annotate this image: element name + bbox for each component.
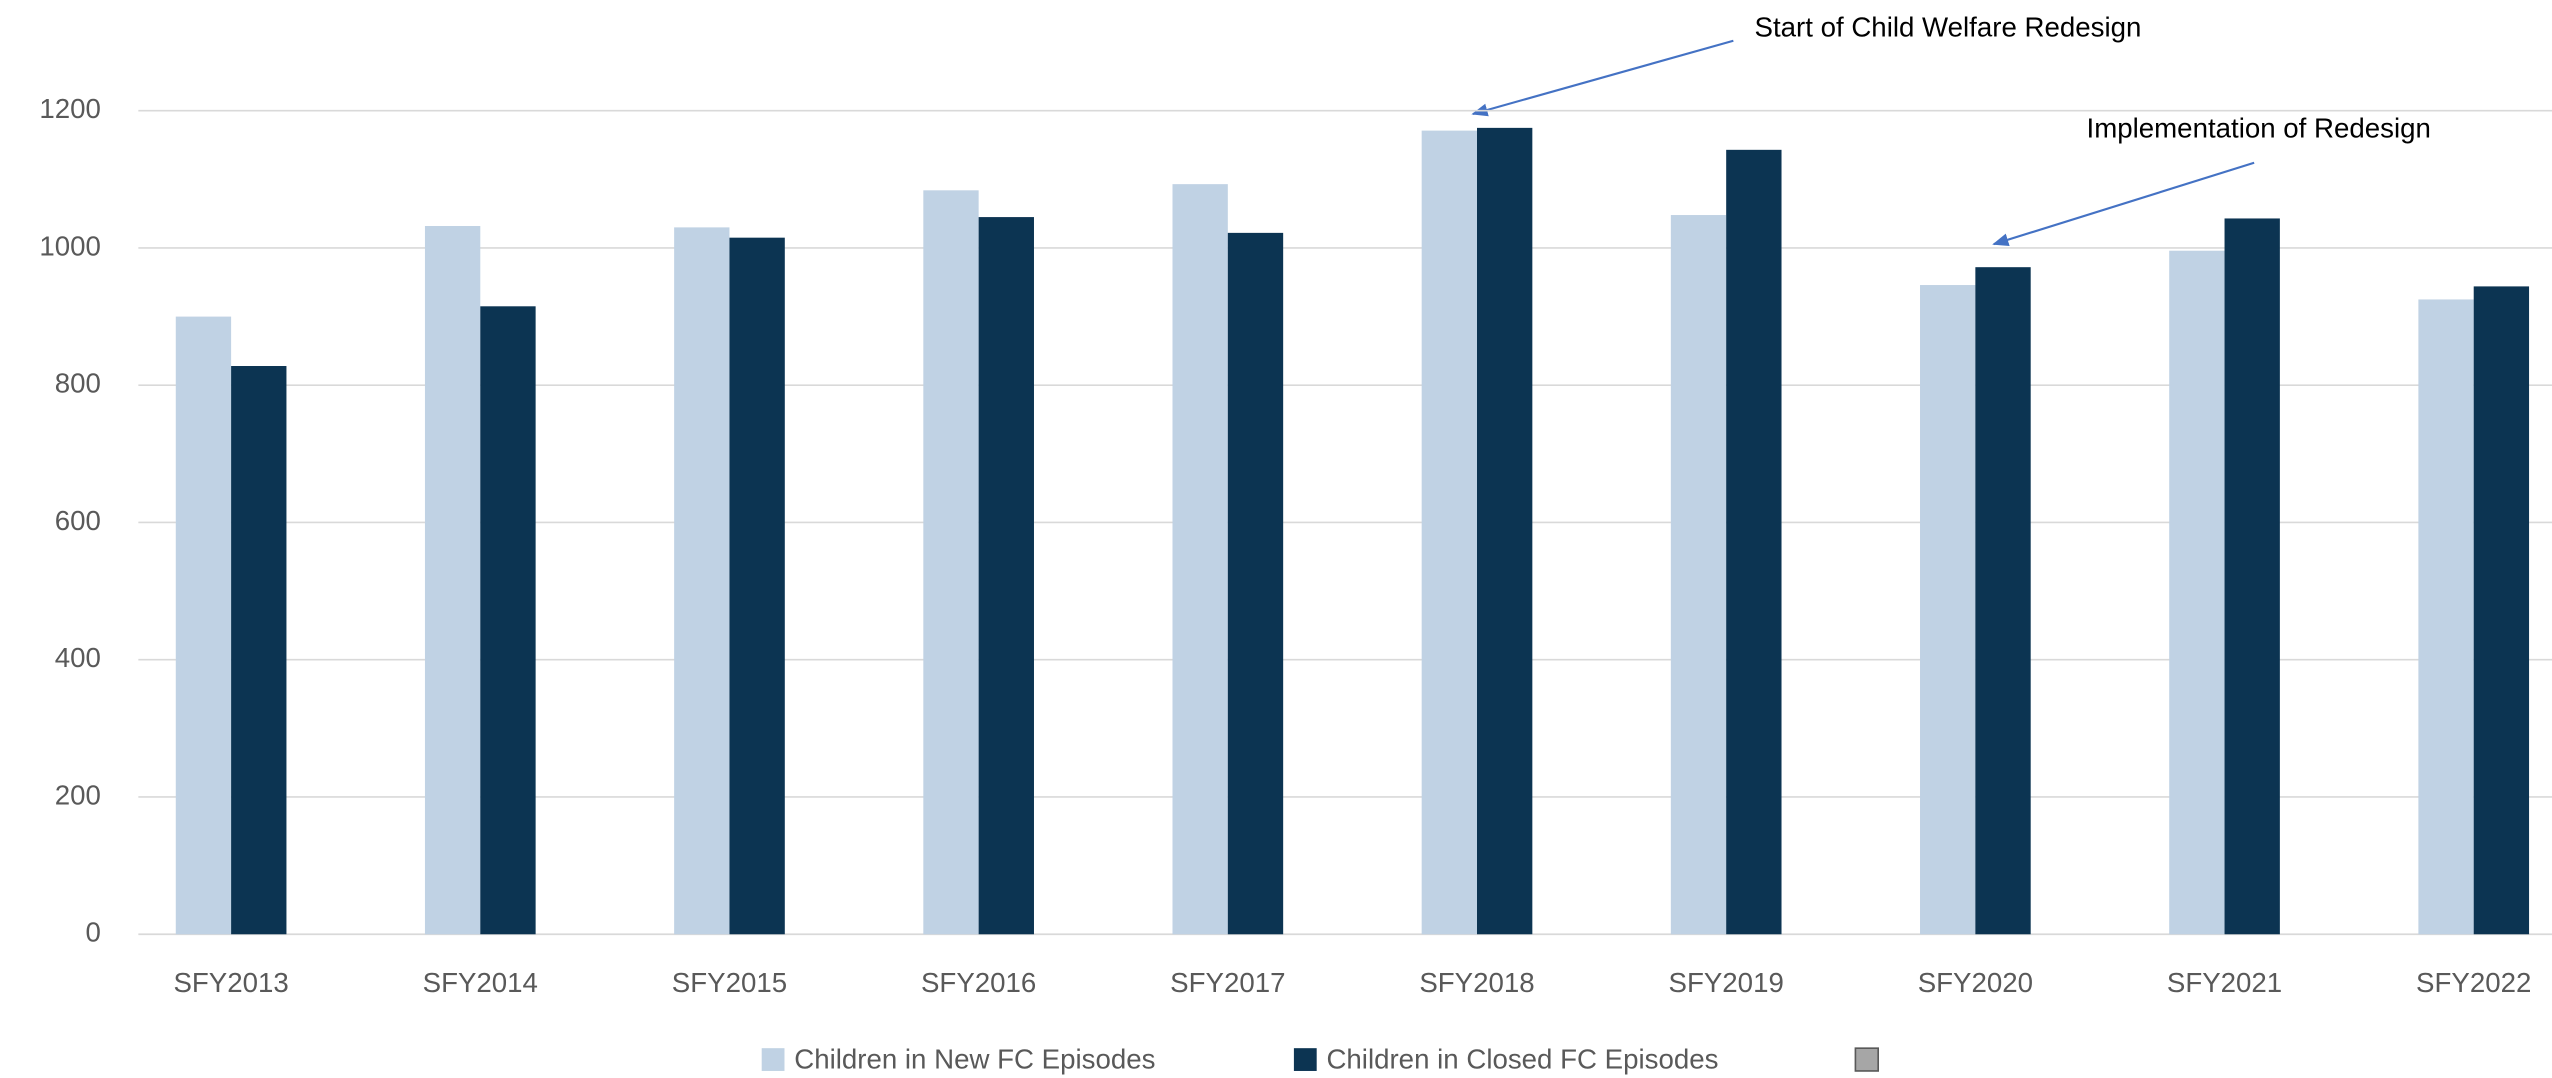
y-tick-label: 1200 (39, 93, 101, 124)
x-tick-label: SFY2016 (921, 967, 1036, 998)
x-tick-label: SFY2021 (2167, 967, 2282, 998)
bar (1477, 127, 1533, 935)
x-tick-label: SFY2020 (1918, 967, 2033, 998)
y-tick-label: 600 (55, 505, 101, 536)
bar (1227, 232, 1284, 935)
bar (1172, 184, 1228, 935)
legend-swatch (1293, 1048, 1317, 1071)
bar (175, 316, 232, 935)
x-tick-label: SFY2013 (173, 967, 288, 998)
legend-label: Children in New FC Episodes (794, 1044, 1155, 1075)
x-tick-label: SFY2022 (2416, 967, 2531, 998)
bar (1421, 130, 1478, 935)
annotation: Start of Child Welfare Redesign (1755, 12, 2142, 43)
y-tick-label: 400 (55, 642, 101, 673)
legend-swatch (761, 1048, 785, 1071)
bar (2473, 286, 2530, 935)
legend-swatch (1854, 1047, 1880, 1072)
bar (1726, 149, 1782, 935)
x-tick-label: SFY2018 (1419, 967, 1534, 998)
x-tick-label: SFY2017 (1170, 967, 1285, 998)
y-tick-label: 800 (55, 368, 101, 399)
bar (480, 306, 536, 935)
bar (1975, 267, 2031, 935)
bar (923, 190, 979, 935)
bar (978, 217, 1034, 935)
bar (2224, 218, 2280, 935)
bar (424, 226, 481, 935)
annotation: Implementation of Redesign (2087, 113, 2431, 144)
x-tick-label: SFY2014 (423, 967, 538, 998)
bar (729, 237, 785, 935)
bar (1670, 215, 1727, 935)
bar (2418, 299, 2474, 935)
annotation-arrow (1471, 39, 1734, 117)
x-tick-label: SFY2015 (672, 967, 787, 998)
annotation-arrow (1992, 161, 2255, 247)
bar (231, 366, 287, 935)
bar (2169, 250, 2225, 935)
x-tick-label: SFY2019 (1669, 967, 1784, 998)
bar (1920, 285, 1976, 935)
bar (674, 227, 730, 935)
y-tick-label: 0 (86, 917, 101, 948)
y-tick-label: 1000 (39, 230, 101, 261)
legend-label: Children in Closed FC Episodes (1326, 1044, 1718, 1075)
y-tick-label: 200 (55, 779, 101, 810)
